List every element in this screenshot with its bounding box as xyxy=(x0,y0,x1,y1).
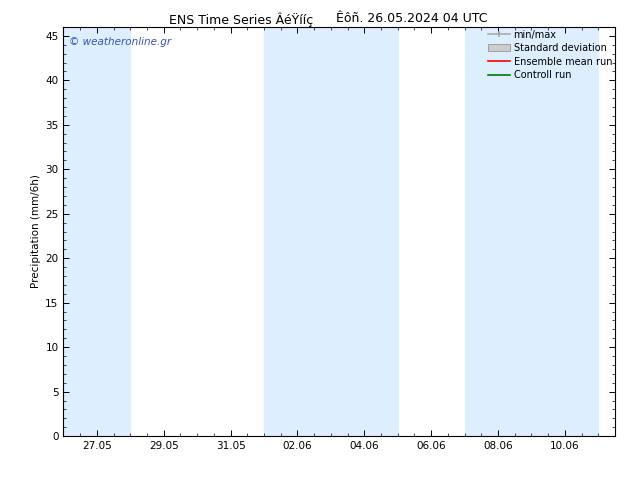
Text: © weatheronline.gr: © weatheronline.gr xyxy=(69,37,171,47)
Text: ENS Time Series ÂéŸííç: ENS Time Series ÂéŸííç xyxy=(169,12,313,27)
Bar xyxy=(264,27,331,436)
Legend: min/max, Standard deviation, Ensemble mean run, Controll run: min/max, Standard deviation, Ensemble me… xyxy=(486,28,614,82)
Text: Êôñ. 26.05.2024 04 UTC: Êôñ. 26.05.2024 04 UTC xyxy=(337,12,488,25)
Bar xyxy=(63,27,130,436)
Bar xyxy=(531,27,598,436)
Bar xyxy=(465,27,531,436)
Bar xyxy=(331,27,398,436)
Y-axis label: Precipitation (mm/6h): Precipitation (mm/6h) xyxy=(31,174,41,289)
